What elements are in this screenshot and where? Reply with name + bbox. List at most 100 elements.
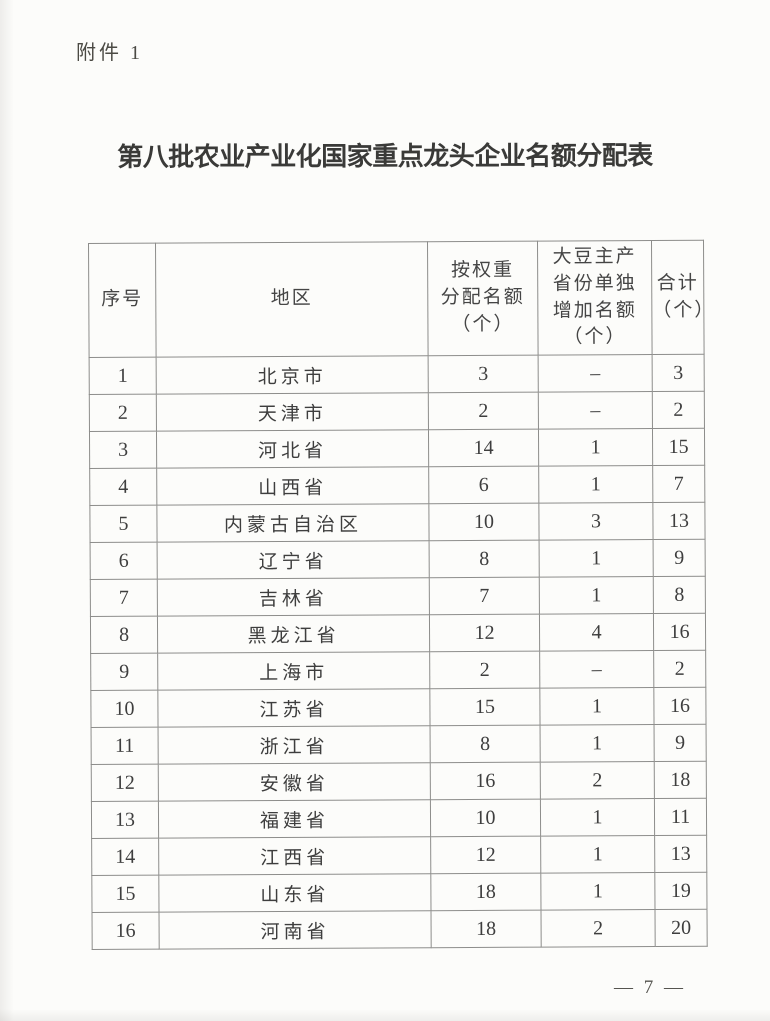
weight-quota-value: 16 xyxy=(430,762,541,800)
region-name: 吉林省 xyxy=(157,577,430,617)
soybean-quota-value: – xyxy=(539,650,654,689)
table-row: 2 天津市 2 – 2 xyxy=(89,391,705,432)
weight-quota-value: 15 xyxy=(429,688,541,726)
total-value: 16 xyxy=(653,687,707,725)
soybean-quota-value: 2 xyxy=(540,761,655,800)
soybean-quota-value: 1 xyxy=(539,576,654,615)
row-number: 15 xyxy=(91,875,160,913)
soybean-quota-value: – xyxy=(538,391,653,430)
region-name: 北京市 xyxy=(156,355,429,395)
total-value: 18 xyxy=(654,761,707,799)
header-weight-quota: 按权重 分配名额 （个） xyxy=(427,241,539,356)
region-name: 浙江省 xyxy=(158,725,431,765)
attachment-label: 附件 1 xyxy=(76,42,143,64)
row-number: 7 xyxy=(90,579,158,617)
region-name: 内蒙古自治区 xyxy=(156,503,430,543)
region-name: 江西省 xyxy=(158,836,431,876)
weight-quota-value: 18 xyxy=(431,910,542,948)
weight-quota-value: 12 xyxy=(430,836,541,874)
soybean-quota-value: 1 xyxy=(540,835,655,874)
table-row: 9 上海市 2 – 2 xyxy=(90,650,706,691)
table-row: 1 北京市 3 – 3 xyxy=(89,354,705,395)
total-value: 8 xyxy=(653,576,706,614)
weight-quota-value: 3 xyxy=(428,355,539,393)
page-number: — 7 — xyxy=(614,977,686,998)
row-number: 2 xyxy=(89,394,157,432)
soybean-quota-value: 1 xyxy=(540,724,655,763)
quota-table-container: 序号 地区 按权重 分配名额 （个） 大豆主产 省份单独 增加名额 （个） 合计… xyxy=(88,240,708,950)
total-value: 13 xyxy=(654,835,707,873)
soybean-quota-value: 2 xyxy=(540,909,656,948)
soybean-quota-value: 4 xyxy=(539,613,654,652)
table-row: 14 江西省 12 1 13 xyxy=(91,835,707,876)
table-row: 15 山东省 18 1 19 xyxy=(91,872,707,913)
table-row: 4 山西省 6 1 7 xyxy=(89,465,705,506)
soybean-quota-value: 1 xyxy=(538,465,653,504)
total-value: 13 xyxy=(652,502,706,540)
total-value: 19 xyxy=(654,872,707,910)
total-value: 7 xyxy=(652,465,705,503)
scan-edge-shadow-bottom xyxy=(0,1009,770,1021)
soybean-quota-value: 1 xyxy=(540,872,655,911)
table-row: 3 河北省 14 1 15 xyxy=(89,428,705,469)
total-value: 16 xyxy=(653,613,706,651)
table-row: 5 内蒙古自治区 10 3 13 xyxy=(89,502,706,543)
row-number: 12 xyxy=(91,764,159,802)
weight-quota-value: 10 xyxy=(430,799,541,837)
weight-quota-value: 2 xyxy=(428,392,539,430)
region-name: 福建省 xyxy=(158,799,431,839)
total-value: 2 xyxy=(652,391,705,429)
region-name: 辽宁省 xyxy=(157,540,430,580)
weight-quota-value: 8 xyxy=(429,540,540,578)
row-number: 16 xyxy=(92,912,160,950)
row-number: 14 xyxy=(91,838,159,876)
header-total: 合计 （个） xyxy=(651,240,705,355)
table-row: 11 浙江省 8 1 9 xyxy=(91,724,707,765)
soybean-quota-value: 1 xyxy=(539,539,654,578)
soybean-quota-value: 1 xyxy=(540,798,655,837)
total-value: 9 xyxy=(654,724,707,762)
header-serial-number: 序号 xyxy=(88,243,157,358)
header-soybean-quota: 大豆主产 省份单独 增加名额 （个） xyxy=(537,240,653,356)
total-value: 9 xyxy=(653,539,706,577)
row-number: 13 xyxy=(91,801,159,839)
row-number: 9 xyxy=(90,653,158,691)
soybean-quota-value: 3 xyxy=(538,502,654,541)
quota-allocation-table: 序号 地区 按权重 分配名额 （个） 大豆主产 省份单独 增加名额 （个） 合计… xyxy=(88,240,708,950)
region-name: 天津市 xyxy=(156,392,429,432)
row-number: 4 xyxy=(89,468,157,506)
region-name: 安徽省 xyxy=(158,762,431,802)
header-region: 地区 xyxy=(155,241,429,358)
weight-quota-value: 18 xyxy=(430,873,541,911)
region-name: 河北省 xyxy=(156,429,429,469)
row-number: 6 xyxy=(90,542,158,580)
total-value: 2 xyxy=(653,650,706,688)
row-number: 10 xyxy=(90,690,159,728)
region-name: 黑龙江省 xyxy=(157,614,430,654)
region-name: 河南省 xyxy=(159,910,432,950)
total-value: 3 xyxy=(652,354,705,392)
region-name: 山西省 xyxy=(156,466,429,506)
table-row: 12 安徽省 16 2 18 xyxy=(91,761,707,802)
document-title: 第八批农业产业化国家重点龙头企业名额分配表 xyxy=(117,141,653,172)
soybean-quota-value: 1 xyxy=(539,687,655,726)
total-value: 11 xyxy=(654,798,707,836)
row-number: 1 xyxy=(89,357,157,395)
soybean-quota-value: 1 xyxy=(538,428,653,467)
table-row: 7 吉林省 7 1 8 xyxy=(90,576,706,617)
weight-quota-value: 7 xyxy=(429,577,540,615)
row-number: 11 xyxy=(91,727,159,765)
row-number: 3 xyxy=(89,431,157,469)
weight-quota-value: 14 xyxy=(428,429,539,467)
table-header-row: 序号 地区 按权重 分配名额 （个） 大豆主产 省份单独 增加名额 （个） 合计… xyxy=(88,240,705,358)
weight-quota-value: 12 xyxy=(429,614,540,652)
weight-quota-value: 6 xyxy=(428,466,539,504)
total-value: 15 xyxy=(652,428,705,466)
table-row: 16 河南省 18 2 20 xyxy=(92,909,708,950)
total-value: 20 xyxy=(654,909,708,947)
weight-quota-value: 10 xyxy=(428,503,540,541)
region-name: 上海市 xyxy=(157,651,430,691)
weight-quota-value: 8 xyxy=(430,725,541,763)
soybean-quota-value: – xyxy=(538,354,653,393)
region-name: 山东省 xyxy=(158,873,432,913)
